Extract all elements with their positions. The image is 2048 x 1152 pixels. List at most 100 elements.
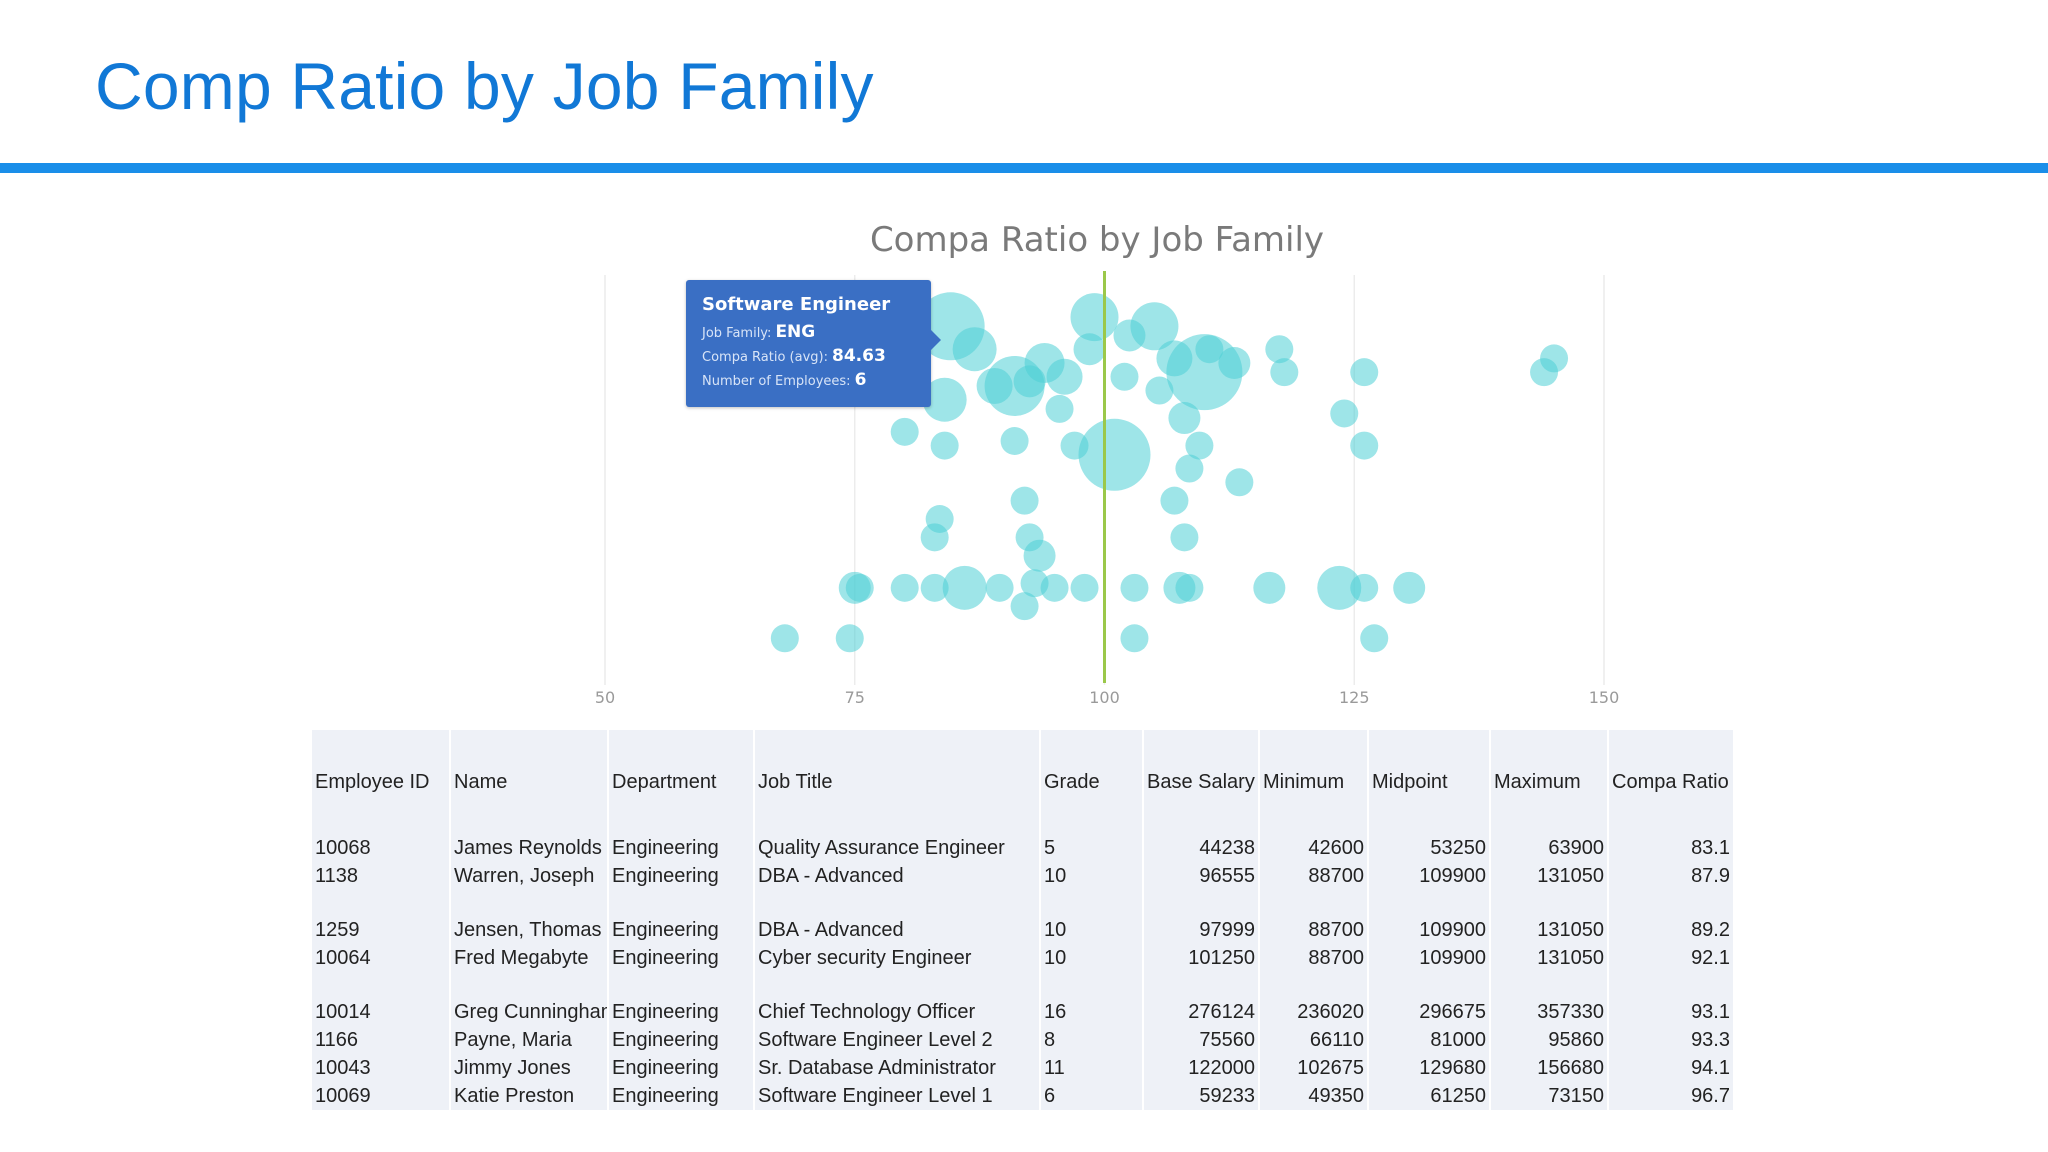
tooltip-count-label: Number of Employees: [702, 374, 851, 389]
bubble-point[interactable] [952, 327, 997, 372]
cell-department: Engineering [608, 916, 755, 944]
cell-midpoint: 109900 [1368, 944, 1491, 972]
bubble-point[interactable] [1145, 376, 1174, 405]
bubble-point[interactable] [1175, 454, 1204, 483]
cell-job-title: Cyber security Engineer [754, 944, 1041, 972]
bubble-point[interactable] [942, 565, 987, 610]
bubble-point[interactable] [1078, 418, 1151, 491]
cell-compa-ratio: 89.2 [1608, 916, 1735, 944]
bubble-point[interactable] [1253, 571, 1286, 604]
bubble-point[interactable] [1360, 624, 1389, 653]
bubble-point[interactable] [1195, 335, 1224, 364]
bubble-point[interactable] [1023, 539, 1056, 572]
bubble-point[interactable] [976, 367, 1013, 404]
cell-employee-id: 10043 [312, 1054, 451, 1082]
cell-base-salary: 101250 [1143, 944, 1260, 972]
bubble-point[interactable] [930, 431, 959, 460]
bubble-point[interactable] [1040, 573, 1069, 602]
bubble-point[interactable] [1270, 358, 1299, 387]
cell-compa-ratio: 94.1 [1608, 1054, 1735, 1082]
bubble-point[interactable] [1046, 358, 1083, 395]
bubble-point[interactable] [890, 573, 919, 602]
cell-name: Greg Cunningham [450, 972, 609, 1026]
bubble-point[interactable] [1350, 431, 1379, 460]
bubble-point[interactable] [1110, 362, 1139, 391]
col-header-base-salary: Base Salary [1143, 730, 1260, 834]
bubble-point[interactable] [1330, 399, 1359, 428]
bubble-point[interactable] [1045, 394, 1074, 423]
bubble-point[interactable] [1160, 486, 1189, 515]
bubble-point[interactable] [922, 377, 967, 422]
cell-midpoint: 53250 [1368, 834, 1491, 862]
bubble-point[interactable] [920, 523, 949, 552]
cell-base-salary: 75560 [1143, 1026, 1260, 1054]
cell-midpoint: 61250 [1368, 1082, 1491, 1110]
bubble-point[interactable] [1010, 486, 1039, 515]
cell-name: Katie Preston [450, 1082, 609, 1110]
table-row: 10069 Katie Preston Engineering Software… [312, 1082, 1735, 1110]
bubble-point[interactable] [835, 624, 864, 653]
x-tick-label: 125 [1339, 688, 1370, 707]
cell-base-salary: 97999 [1143, 916, 1260, 944]
bubble-point[interactable] [1170, 523, 1199, 552]
table-row: 1166 Payne, Maria Engineering Software E… [312, 1026, 1735, 1054]
cell-maximum: 131050 [1490, 916, 1609, 944]
bubble-point[interactable] [1265, 335, 1294, 364]
cell-employee-id: 10014 [312, 972, 451, 1026]
bubble-point[interactable] [1185, 431, 1214, 460]
cell-minimum: 88700 [1259, 862, 1369, 890]
bubble-point[interactable] [1010, 592, 1039, 621]
cell-name: James Reynolds [450, 834, 609, 862]
tooltip-count-value: 6 [854, 370, 867, 390]
bubble-point[interactable] [1225, 468, 1254, 497]
cell-minimum: 66110 [1259, 1026, 1369, 1054]
table-row: 1259 Jensen, Thomas Engineering DBA - Ad… [312, 916, 1735, 944]
bubble-chart: Compa Ratio by Job Family 50 75 100 125 150 [595, 220, 1619, 707]
table-row: 10068 James Reynolds Engineering Quality… [312, 834, 1735, 862]
bubble-point[interactable] [1120, 573, 1149, 602]
table-header-row: Employee ID Name Department Job Title Gr… [312, 730, 1735, 834]
bubble-point[interactable] [1120, 624, 1149, 653]
col-header-minimum: Minimum [1259, 730, 1369, 834]
bubble-point[interactable] [1130, 302, 1179, 351]
cell-midpoint: 109900 [1368, 862, 1491, 890]
cell-maximum: 131050 [1490, 862, 1609, 890]
bubble-point[interactable] [1317, 565, 1362, 610]
chart-title: Compa Ratio by Job Family [870, 220, 1324, 260]
col-header-employee-id: Employee ID [312, 730, 451, 834]
bubble-point[interactable] [845, 573, 874, 602]
cell-name: Jimmy Jones [450, 1054, 609, 1082]
cell-maximum: 357330 [1490, 972, 1609, 1026]
bubble-point[interactable] [1013, 365, 1046, 398]
bubble-point[interactable] [1218, 347, 1251, 379]
bubble-point[interactable] [1175, 573, 1204, 602]
cell-department: Engineering [608, 1054, 755, 1082]
cell-name: Jensen, Thomas [450, 916, 609, 944]
bubble-point[interactable] [1393, 571, 1426, 604]
bubble-point[interactable] [1070, 573, 1099, 602]
cell-grade: 11 [1040, 1054, 1144, 1082]
bubble-point[interactable] [1530, 358, 1559, 387]
cell-midpoint: 109900 [1368, 916, 1491, 944]
cell-name: Payne, Maria [450, 1026, 609, 1054]
bubble-point[interactable] [1350, 573, 1379, 602]
x-tick-label: 50 [595, 688, 615, 707]
cell-minimum: 88700 [1259, 944, 1369, 972]
bubble-point[interactable] [1073, 333, 1106, 366]
cell-job-title: DBA - Advanced [754, 862, 1041, 890]
tooltip-family-value: ENG [775, 322, 816, 342]
cell-grade: 10 [1040, 944, 1144, 972]
bubble-point[interactable] [1070, 293, 1119, 342]
bubble-point[interactable] [985, 573, 1014, 602]
bubble-point[interactable] [1350, 358, 1379, 387]
col-header-midpoint: Midpoint [1368, 730, 1491, 834]
bubble-point[interactable] [770, 624, 799, 653]
bubble-point[interactable] [890, 417, 919, 446]
cell-compa-ratio: 87.9 [1608, 862, 1735, 890]
bubble-point[interactable] [1000, 427, 1029, 455]
tooltip-compa-ratio: Compa Ratio (avg): 84.63 [702, 345, 915, 369]
cell-department: Engineering [608, 1082, 755, 1110]
bubble-point[interactable] [920, 573, 949, 602]
cell-minimum: 102675 [1259, 1054, 1369, 1082]
bubble-point[interactable] [1168, 402, 1201, 435]
